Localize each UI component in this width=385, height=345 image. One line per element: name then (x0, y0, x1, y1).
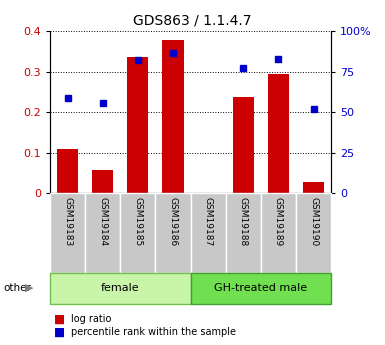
Bar (296, 193, 331, 273)
Bar (50, 273, 191, 304)
Bar (261, 193, 296, 273)
Bar (127, 57, 148, 193)
Bar (268, 73, 289, 193)
Text: GSM19183: GSM19183 (63, 197, 72, 246)
Text: log ratio: log ratio (71, 314, 112, 324)
Bar (191, 273, 331, 304)
Text: GH-treated male: GH-treated male (214, 283, 307, 293)
Bar (162, 40, 184, 193)
Bar (156, 193, 191, 273)
Text: GSM19185: GSM19185 (133, 197, 142, 246)
Bar (191, 193, 226, 273)
Text: ■: ■ (54, 313, 65, 326)
Bar (303, 182, 324, 193)
Text: female: female (101, 283, 140, 293)
Text: GSM19184: GSM19184 (98, 197, 107, 246)
Text: GDS863 / 1.1.4.7: GDS863 / 1.1.4.7 (133, 14, 252, 28)
Text: ▶: ▶ (25, 283, 33, 293)
Text: GSM19187: GSM19187 (204, 197, 213, 246)
Text: other: other (4, 283, 32, 293)
Bar (226, 193, 261, 273)
Bar (121, 193, 156, 273)
Text: GSM19188: GSM19188 (239, 197, 248, 246)
Text: percentile rank within the sample: percentile rank within the sample (71, 327, 236, 337)
Bar (92, 170, 113, 193)
Bar (50, 193, 85, 273)
Text: GSM19190: GSM19190 (309, 197, 318, 246)
Text: ■: ■ (54, 325, 65, 338)
Bar (57, 149, 78, 193)
Text: GSM19189: GSM19189 (274, 197, 283, 246)
Bar (85, 193, 120, 273)
Text: GSM19186: GSM19186 (169, 197, 177, 246)
Bar (233, 97, 254, 193)
